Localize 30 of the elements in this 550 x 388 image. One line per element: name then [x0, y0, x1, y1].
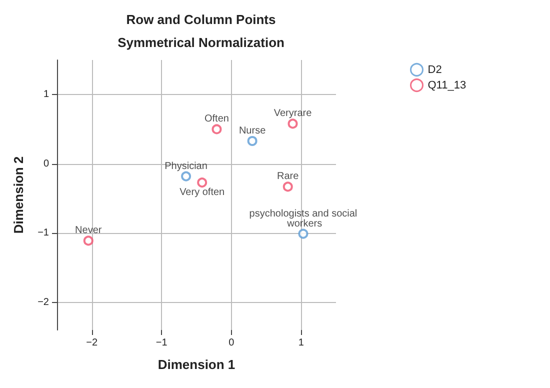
point [83, 236, 94, 246]
point [197, 178, 208, 188]
annotation: Never [75, 225, 102, 236]
point [282, 182, 293, 192]
annotation: Rare [277, 171, 300, 182]
x-tick-label: −2 [86, 338, 98, 348]
legend-label: D2 [428, 64, 442, 76]
annotation: psychologists and social workers [249, 208, 358, 230]
annotation: Often [204, 114, 229, 125]
x-axis-title: Dimension 1 [158, 357, 236, 372]
x-tick-label: 1 [298, 338, 304, 348]
chart-title: Row and Column Points [126, 12, 276, 27]
point [288, 118, 298, 129]
annotation: Very often [180, 187, 225, 198]
chart-subtitle: Symmetrical Normalization [118, 35, 284, 50]
annotation: Physician [164, 160, 208, 172]
y-axis-title: Dimension 2 [11, 156, 26, 234]
y-tick-label: −1 [38, 228, 50, 239]
annotation: Veryrare [274, 108, 312, 120]
y-tick-label: 0 [43, 158, 50, 170]
legend-label: Q11_13 [428, 79, 466, 92]
y-tick-label: 1 [43, 89, 50, 100]
x-tick-label: −1 [156, 338, 168, 348]
annotation: Nurse [238, 126, 266, 136]
point [212, 124, 222, 134]
point [181, 171, 192, 182]
point [247, 136, 258, 146]
point [298, 228, 308, 239]
y-tick-label: −2 [38, 296, 50, 308]
x-tick-label: 0 [228, 338, 235, 348]
